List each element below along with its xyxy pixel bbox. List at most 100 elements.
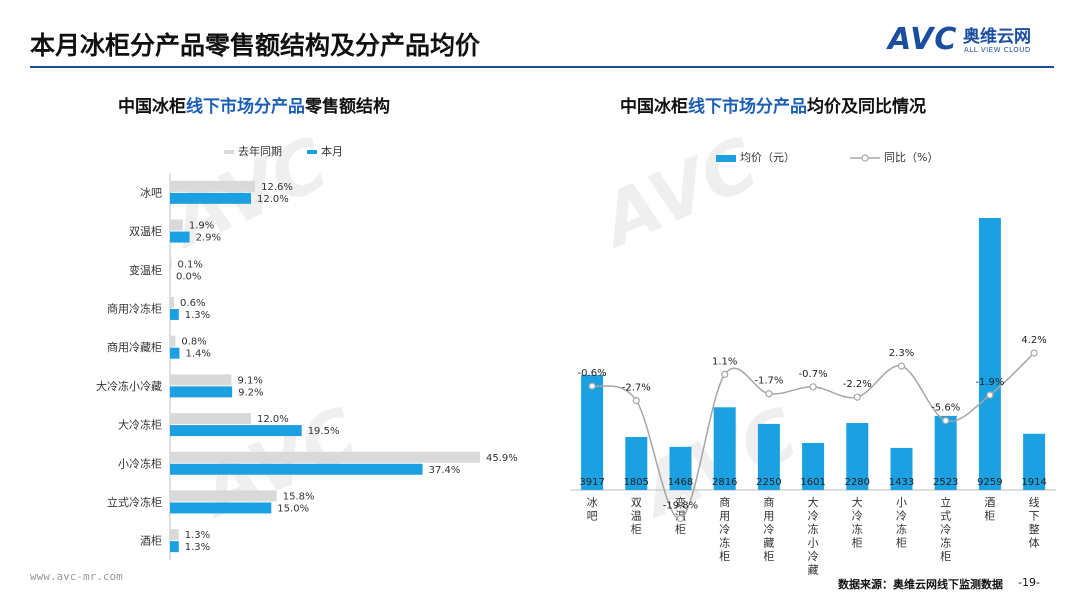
bar-prev-year-label: 1.9%	[189, 221, 214, 232]
bar-prev-year-label: 0.1%	[178, 259, 203, 270]
price-bar-label: 9259	[977, 477, 1002, 488]
bar-current-month	[170, 541, 179, 553]
yoy-point	[942, 417, 950, 425]
left-category-label: 商用冷冻柜	[107, 301, 162, 315]
footer-url: www.avc-mr.com	[30, 570, 123, 583]
right-chart-title: 中国冰柜线下市场分产品均价及同比情况	[620, 92, 926, 117]
bar-current-month-label: 1.3%	[185, 310, 210, 321]
yoy-point	[809, 383, 817, 391]
logo-mark: AVC	[888, 22, 958, 57]
yoy-point	[853, 393, 861, 401]
bar-current-month	[170, 502, 272, 514]
bar-current-month	[170, 425, 302, 437]
price-bar-label: 1468	[668, 477, 693, 488]
yoy-label: -1.9%	[975, 377, 1004, 388]
right-category-label-char: 柜	[940, 550, 951, 563]
yoy-label: -0.7%	[799, 369, 828, 380]
price-bar-label: 1805	[624, 477, 649, 488]
right-category-label-char: 柜	[896, 537, 907, 550]
price-bar-label: 1433	[889, 477, 914, 488]
price-bar-label: 2816	[712, 477, 737, 488]
right-category-label-char: 用	[719, 510, 730, 523]
right-category-label-char: 小	[808, 537, 819, 550]
right-category-label-char: 大	[852, 495, 863, 509]
yoy-point	[986, 391, 994, 399]
left-chart-title: 中国冰柜线下市场分产品零售额结构	[118, 92, 390, 117]
yoy-point	[721, 370, 729, 379]
yoy-point	[1030, 349, 1038, 357]
left-category-label: 大冷冻小冷藏	[96, 379, 162, 393]
price-bar-label: 1914	[1021, 477, 1046, 488]
bar-prev-year-label: 1.3%	[185, 530, 210, 541]
price-bar	[846, 423, 869, 490]
bar-current-month-label: 19.5%	[308, 426, 340, 437]
price-bar	[1023, 433, 1046, 490]
right-category-label-char: 用	[763, 510, 774, 523]
price-bar	[713, 407, 736, 490]
left-category-label: 大冷冻柜	[118, 418, 162, 432]
right-category-label-char: 商	[763, 495, 774, 509]
right-category-label-char: 冻	[940, 536, 951, 550]
bar-current-month-label: 0.0%	[176, 271, 201, 282]
bar-current-month	[170, 347, 180, 359]
bar-prev-year	[170, 490, 277, 502]
bar-prev-year	[170, 219, 183, 231]
left-category-label: 立式冷冻柜	[107, 495, 162, 509]
right-category-label-char: 冷	[896, 510, 907, 523]
bar-prev-year-label: 9.1%	[237, 375, 262, 386]
price-bar-label: 2523	[933, 477, 958, 488]
yoy-label: -0.6%	[578, 368, 607, 379]
right-category-label-char: 商	[719, 495, 730, 509]
left-category-label: 小冷冻柜	[118, 456, 162, 470]
bar-prev-year	[170, 258, 172, 270]
bar-current-month-label: 15.0%	[277, 503, 309, 514]
left-title-post: 零售额结构	[305, 97, 390, 117]
left-legend: 去年同期 本月	[224, 143, 343, 159]
bar-prev-year-label: 45.9%	[486, 453, 518, 464]
right-category-label-char: 冷	[940, 523, 951, 536]
left-category-label: 冰吧	[140, 186, 162, 199]
right-category-label-char: 冷	[852, 510, 863, 523]
left-title-highlight: 线下市场分产品	[186, 97, 305, 117]
right-category-label-char: 柜	[852, 537, 863, 550]
right-category-label-char: 体	[1029, 536, 1040, 550]
left-category-label: 双温柜	[129, 225, 162, 238]
price-bar	[625, 436, 648, 490]
right-category-label-char: 整	[1029, 522, 1040, 536]
price-bar-label: 1601	[800, 477, 825, 488]
right-category-label-char: 下	[1029, 510, 1040, 523]
right-category-label-char: 藏	[808, 564, 819, 577]
right-category-label-char: 酒	[984, 496, 995, 509]
price-bar	[890, 447, 913, 490]
right-category-label-char: 冻	[852, 522, 863, 536]
right-title-post: 均价及同比情况	[807, 97, 926, 117]
left-title-pre: 中国冰柜	[118, 97, 186, 117]
yoy-label: 4.2%	[1021, 335, 1046, 346]
yoy-label: -19.8%	[663, 501, 698, 512]
right-category-label-char: 线	[1029, 495, 1040, 509]
price-bar-label: 2280	[845, 477, 870, 488]
left-category-label: 变温柜	[129, 263, 162, 277]
legend-label-prev: 去年同期	[238, 145, 282, 158]
price-bar	[757, 423, 780, 490]
bar-prev-year-label: 15.8%	[283, 491, 315, 502]
bar-prev-year-label: 12.0%	[257, 414, 289, 425]
right-category-label-char: 冻	[719, 536, 730, 550]
legend-label-price: 均价（元）	[740, 151, 795, 164]
right-title-highlight: 线下市场分产品	[688, 97, 807, 117]
legend-label-yoy: 同比（%）	[884, 151, 939, 164]
bar-current-month-label: 12.0%	[257, 194, 289, 205]
page-title: 本月冰柜分产品零售额结构及分产品均价	[30, 31, 481, 60]
price-bar	[581, 374, 604, 490]
price-bar	[669, 446, 692, 490]
right-category-label-char: 冻	[808, 522, 819, 536]
bar-current-month	[170, 231, 190, 243]
price-bar	[934, 415, 957, 490]
right-title-pre: 中国冰柜	[620, 97, 688, 117]
price-bar	[978, 218, 1001, 490]
bar-prev-year	[170, 451, 480, 463]
bar-prev-year	[170, 413, 252, 425]
bar-current-month-label: 2.9%	[196, 233, 221, 244]
right-category-label-char: 冻	[896, 522, 907, 536]
yoy-point	[676, 515, 685, 523]
